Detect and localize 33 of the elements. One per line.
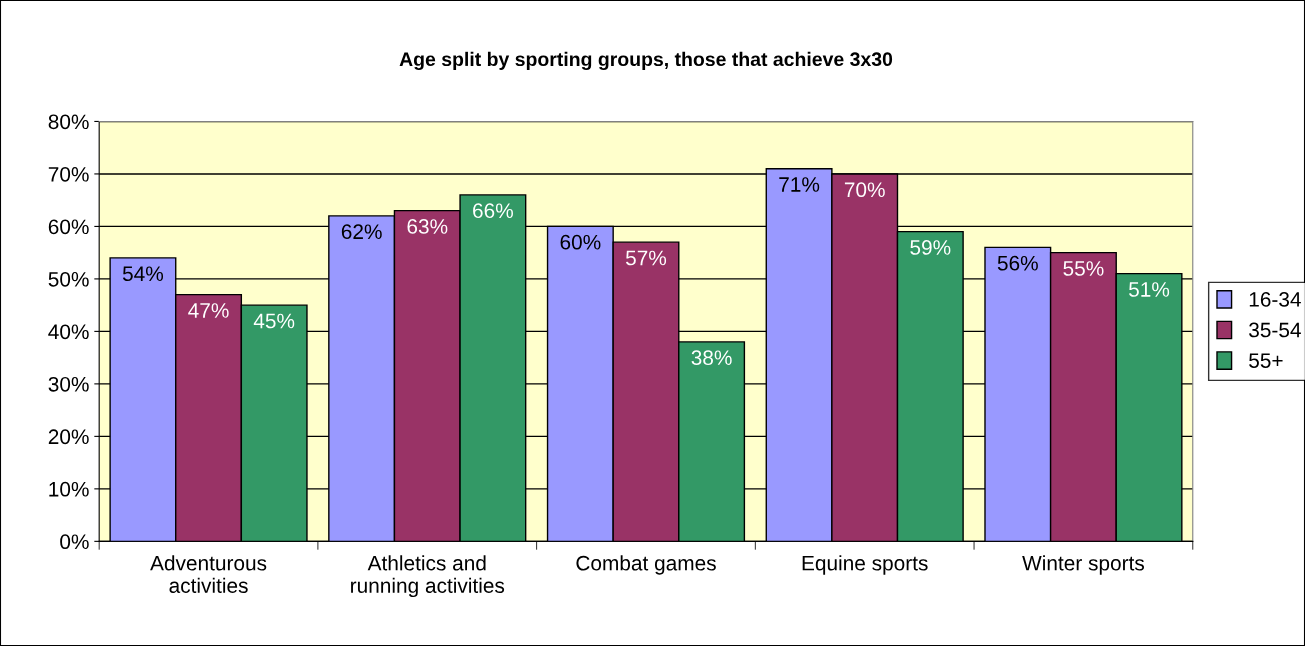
data-label: 47% — [188, 303, 229, 318]
y-tick-label: 0% — [60, 534, 89, 550]
legend-label: 55+ — [1249, 353, 1283, 368]
x-tick-label: Adventurous activities — [150, 555, 267, 593]
data-label: 55% — [1063, 261, 1104, 276]
data-label: 45% — [253, 313, 295, 329]
y-tick-label: 80% — [48, 114, 89, 130]
data-label: 63% — [407, 219, 448, 234]
data-label: 51% — [1129, 282, 1170, 297]
y-tick-label: 40% — [48, 324, 89, 340]
data-label: 60% — [560, 234, 601, 250]
legend-label: 16-34 — [1249, 292, 1301, 307]
legend-label: 35-54 — [1249, 322, 1301, 338]
y-tick-label: 20% — [48, 429, 89, 445]
data-label: 62% — [341, 224, 382, 240]
x-tick-label: Winter sports — [1022, 555, 1145, 575]
data-label: 66% — [473, 203, 513, 219]
data-label: 54% — [122, 266, 164, 282]
x-tick-label: Combat games — [576, 555, 716, 575]
data-label: 38% — [691, 350, 732, 366]
data-label: 59% — [910, 240, 951, 255]
y-tick-label: 70% — [48, 166, 89, 182]
x-tick-label: Equine sports — [802, 555, 928, 575]
chart-title: Age split by sporting groups, those that achieve 3x30 — [399, 51, 893, 71]
x-tick-label: Athletics and running activities — [351, 555, 505, 598]
y-tick-label: 60% — [48, 219, 89, 235]
data-label: 56% — [997, 255, 1038, 271]
y-tick-label: 10% — [49, 481, 89, 497]
data-label: 71% — [779, 177, 820, 192]
y-tick-label: 50% — [48, 271, 89, 287]
data-label: 70% — [844, 182, 885, 198]
y-tick-label: 30% — [48, 376, 89, 392]
data-label: 57% — [625, 250, 667, 266]
